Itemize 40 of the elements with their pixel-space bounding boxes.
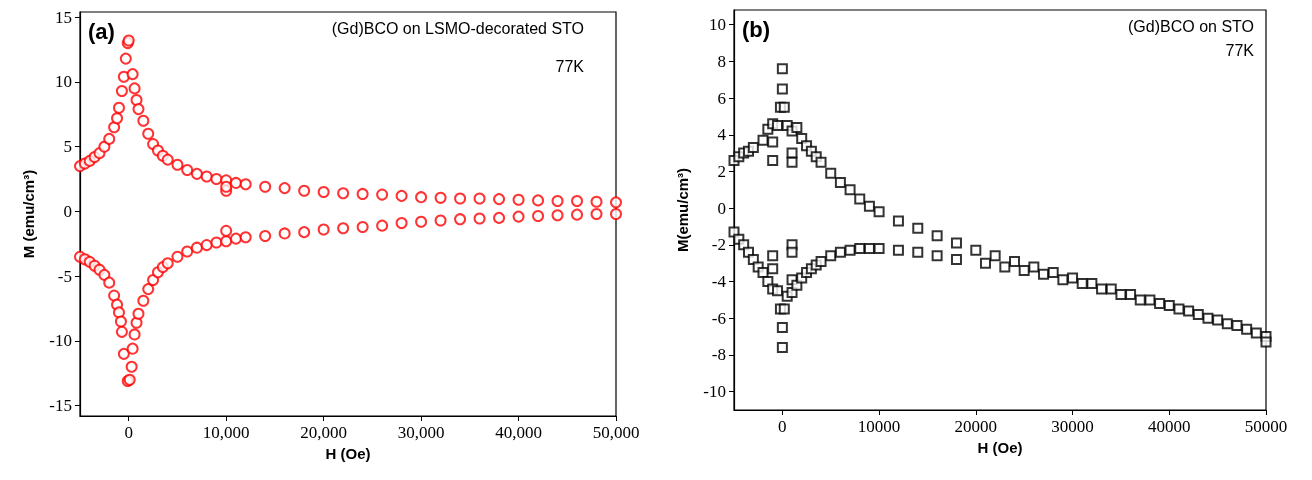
x-tick-label: 20,000: [300, 423, 348, 442]
y-tick-label: -10: [49, 331, 72, 351]
x-tick-label: 0: [778, 417, 787, 436]
annotation: (Gd)BCO on LSMO-decorated STO: [331, 19, 584, 37]
y-tick-label: 4: [717, 125, 727, 145]
y-tick-label: 15: [55, 7, 72, 27]
y-tick-label: -2: [711, 235, 726, 255]
x-axis-title: H (Oe): [977, 439, 1023, 456]
annotation: (a): [88, 18, 115, 44]
x-tick-label: 50,000: [592, 423, 640, 442]
y-tick-label: -6: [711, 308, 726, 328]
x-tick-label: 10000: [857, 417, 901, 436]
y-tick-label: 0: [717, 198, 726, 218]
y-tick-label: -5: [57, 266, 72, 286]
x-tick-label: 40,000: [495, 423, 542, 442]
x-tick-label: 10,000: [202, 423, 250, 442]
x-tick-label: 20000: [954, 417, 998, 436]
annotation: 77K: [555, 57, 585, 75]
x-tick-label: 30,000: [397, 423, 445, 442]
annotation: 77K: [1225, 41, 1255, 59]
x-tick-label: 40000: [1148, 417, 1191, 436]
y-tick-label: 6: [717, 88, 726, 108]
y-tick-label: 5: [63, 137, 72, 157]
y-tick-label: -4: [711, 272, 727, 292]
x-tick-label: 30000: [1051, 417, 1094, 436]
x-tick-label: 0: [124, 423, 133, 442]
y-tick-label: -8: [711, 345, 726, 365]
y-axis-title: M(emu/cm³): [674, 167, 691, 253]
annotation: (Gd)BCO on STO: [1128, 17, 1254, 35]
y-tick-label: 10: [709, 15, 726, 35]
x-axis-title: H (Oe): [325, 445, 371, 462]
x-tick-label: 50000: [1244, 417, 1288, 436]
y-tick-label: -15: [49, 396, 72, 416]
y-tick-label: 2: [717, 161, 726, 181]
y-tick-label: 10: [55, 72, 72, 92]
y-tick-label: -10: [703, 382, 726, 402]
annotation: (b): [742, 16, 771, 42]
y-axis-title: M (emu/cm³): [20, 169, 37, 259]
y-tick-label: 8: [717, 51, 726, 71]
y-tick-label: 0: [63, 201, 72, 221]
